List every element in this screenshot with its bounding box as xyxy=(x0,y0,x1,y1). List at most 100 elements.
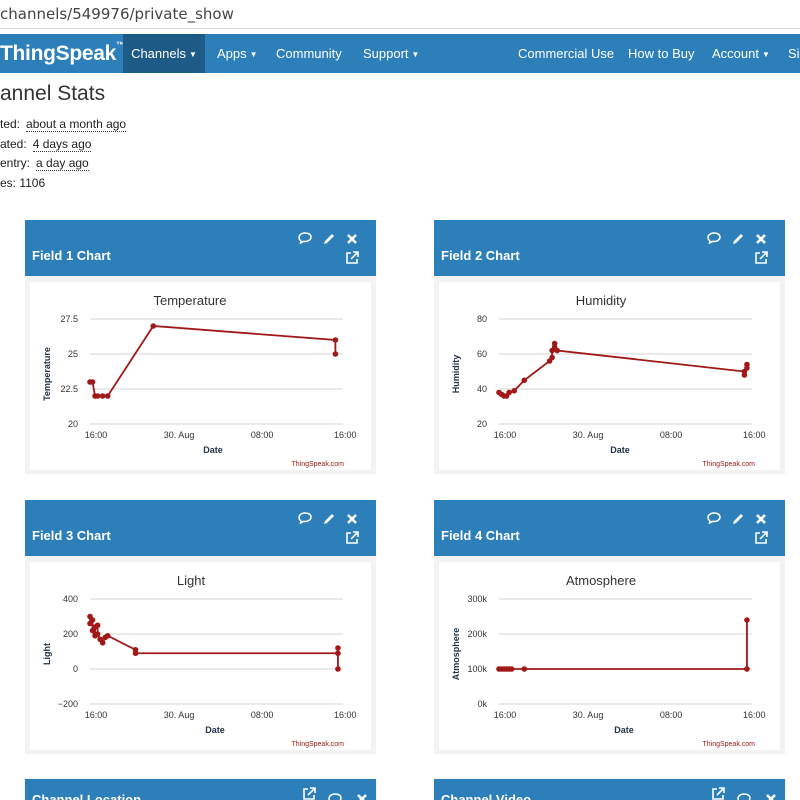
top-navbar: ThingSpeak™ Channels ▼ Apps ▼ Community Su… xyxy=(0,34,800,73)
card-header: Field 4 Chart xyxy=(434,500,785,556)
close-icon[interactable] xyxy=(346,513,358,525)
nav-item-apps[interactable]: Apps ▼ xyxy=(217,46,258,61)
y-tick-label: 22.5 xyxy=(60,384,78,394)
y-tick-label: 20 xyxy=(68,419,78,429)
comment-icon[interactable] xyxy=(328,793,342,800)
x-tick-label: 16:00 xyxy=(494,430,517,440)
brand-logo[interactable]: ThingSpeak™ xyxy=(0,40,125,65)
external-link-icon[interactable] xyxy=(754,251,768,265)
external-link-icon[interactable] xyxy=(302,787,316,800)
pencil-icon[interactable] xyxy=(322,512,336,526)
stat-created: ted: about a month ago xyxy=(0,117,127,132)
stat-entries: es: 1106 xyxy=(0,176,46,190)
y-tick-label: −200 xyxy=(58,699,78,709)
data-point xyxy=(744,666,750,672)
chevron-down-icon: ▼ xyxy=(761,50,770,60)
chart-plot: Atmosphere 300k 200k 100k 0k 16:00 30. Aug 08:… xyxy=(439,562,780,750)
close-icon[interactable] xyxy=(346,233,358,245)
nav-item-channels[interactable]: Channels ▼ xyxy=(123,34,205,73)
comment-icon[interactable] xyxy=(298,232,312,244)
comment-icon[interactable] xyxy=(707,512,721,524)
external-link-icon[interactable] xyxy=(711,787,725,800)
external-link-icon[interactable] xyxy=(754,531,768,545)
nav-item-support[interactable]: Support ▼ xyxy=(363,46,420,61)
chevron-down-icon: ▼ xyxy=(411,50,420,60)
close-icon[interactable] xyxy=(765,793,777,800)
data-point xyxy=(104,632,111,639)
x-tick-label: 16:00 xyxy=(334,710,357,720)
y-tick-label: 0k xyxy=(477,699,487,709)
card-title: Field 1 Chart xyxy=(32,248,111,263)
x-tick-label: 16:00 xyxy=(494,710,517,720)
data-point xyxy=(521,666,528,672)
y-axis-label: Temperature xyxy=(42,347,52,401)
y-tick-label: 300k xyxy=(467,594,487,604)
chart-title: Humidity xyxy=(576,293,627,308)
pencil-icon[interactable] xyxy=(731,232,745,246)
data-point xyxy=(744,361,750,368)
x-axis-label: Date xyxy=(203,445,223,455)
y-tick-label: 100k xyxy=(467,664,487,674)
channel-location-card: Channel Location xyxy=(25,779,376,800)
x-tick-label: 16:00 xyxy=(85,430,108,440)
x-tick-label: 30. Aug xyxy=(164,430,195,440)
y-tick-label: 200k xyxy=(467,629,487,639)
comment-icon[interactable] xyxy=(707,232,721,244)
chart-credit: ThingSpeak.com xyxy=(702,461,755,468)
x-axis-label: Date xyxy=(610,445,630,455)
data-point xyxy=(551,340,558,347)
nav-item-sign[interactable]: Si xyxy=(788,46,800,61)
x-tick-label: 08:00 xyxy=(660,430,683,440)
pencil-icon[interactable] xyxy=(731,512,745,526)
series-line xyxy=(499,620,748,670)
x-tick-label: 16:00 xyxy=(85,710,108,720)
data-point xyxy=(744,617,750,623)
atmosphere-chart: Atmosphere 300k 200k 100k 0k 16:00 30. Aug 08:… xyxy=(451,573,765,748)
data-point xyxy=(332,337,339,343)
url-text[interactable]: channels/549976/private_show xyxy=(0,5,234,23)
close-icon[interactable] xyxy=(755,233,767,245)
y-tick-label: 80 xyxy=(477,314,487,324)
x-tick-label: 30. Aug xyxy=(573,710,604,720)
comment-icon[interactable] xyxy=(298,512,312,524)
data-point xyxy=(335,650,341,657)
card-title: Field 2 Chart xyxy=(441,248,520,263)
y-tick-label: 25 xyxy=(68,349,78,359)
data-point xyxy=(521,377,528,384)
card-title: Channel Location xyxy=(32,792,142,800)
chevron-down-icon: ▼ xyxy=(189,50,197,60)
nav-item-commercial-use[interactable]: Commercial Use xyxy=(518,46,615,61)
x-tick-label: 08:00 xyxy=(251,430,274,440)
close-icon[interactable] xyxy=(755,513,767,525)
data-point xyxy=(89,379,96,385)
chart-credit: ThingSpeak.com xyxy=(291,461,344,468)
data-point xyxy=(741,372,748,378)
y-axis-label: Atmosphere xyxy=(451,628,461,681)
comment-icon[interactable] xyxy=(737,793,751,800)
external-link-icon[interactable] xyxy=(345,251,359,265)
page-title: annel Stats xyxy=(0,82,106,105)
data-point xyxy=(506,389,512,396)
y-tick-label: 400 xyxy=(63,594,78,604)
series-line xyxy=(90,325,337,397)
pencil-icon[interactable] xyxy=(322,232,336,246)
chart-plot: Light 400 200 0 −200 16:00 30. Aug 08:00 16:00 … xyxy=(30,562,371,750)
data-point xyxy=(99,639,106,646)
data-point xyxy=(94,631,101,637)
nav-item-account[interactable]: Account ▼ xyxy=(712,46,770,61)
x-tick-label: 08:00 xyxy=(660,710,683,720)
y-tick-label: 200 xyxy=(63,629,78,639)
data-point xyxy=(94,393,101,399)
chart-title: Atmosphere xyxy=(566,573,636,588)
y-tick-label: 40 xyxy=(477,384,487,394)
nav-item-community[interactable]: Community xyxy=(276,46,342,61)
nav-item-how-to-buy[interactable]: How to Buy xyxy=(628,46,695,61)
close-icon[interactable] xyxy=(356,793,368,800)
browser-url-bar[interactable]: channels/549976/private_show xyxy=(0,0,800,29)
card-title: Field 4 Chart xyxy=(441,528,520,543)
y-axis-label: Humidity xyxy=(451,355,461,394)
chart-credit: ThingSpeak.com xyxy=(291,741,344,748)
external-link-icon[interactable] xyxy=(345,531,359,545)
card-header: Field 1 Chart xyxy=(25,220,376,276)
card-header: Field 3 Chart xyxy=(25,500,376,556)
